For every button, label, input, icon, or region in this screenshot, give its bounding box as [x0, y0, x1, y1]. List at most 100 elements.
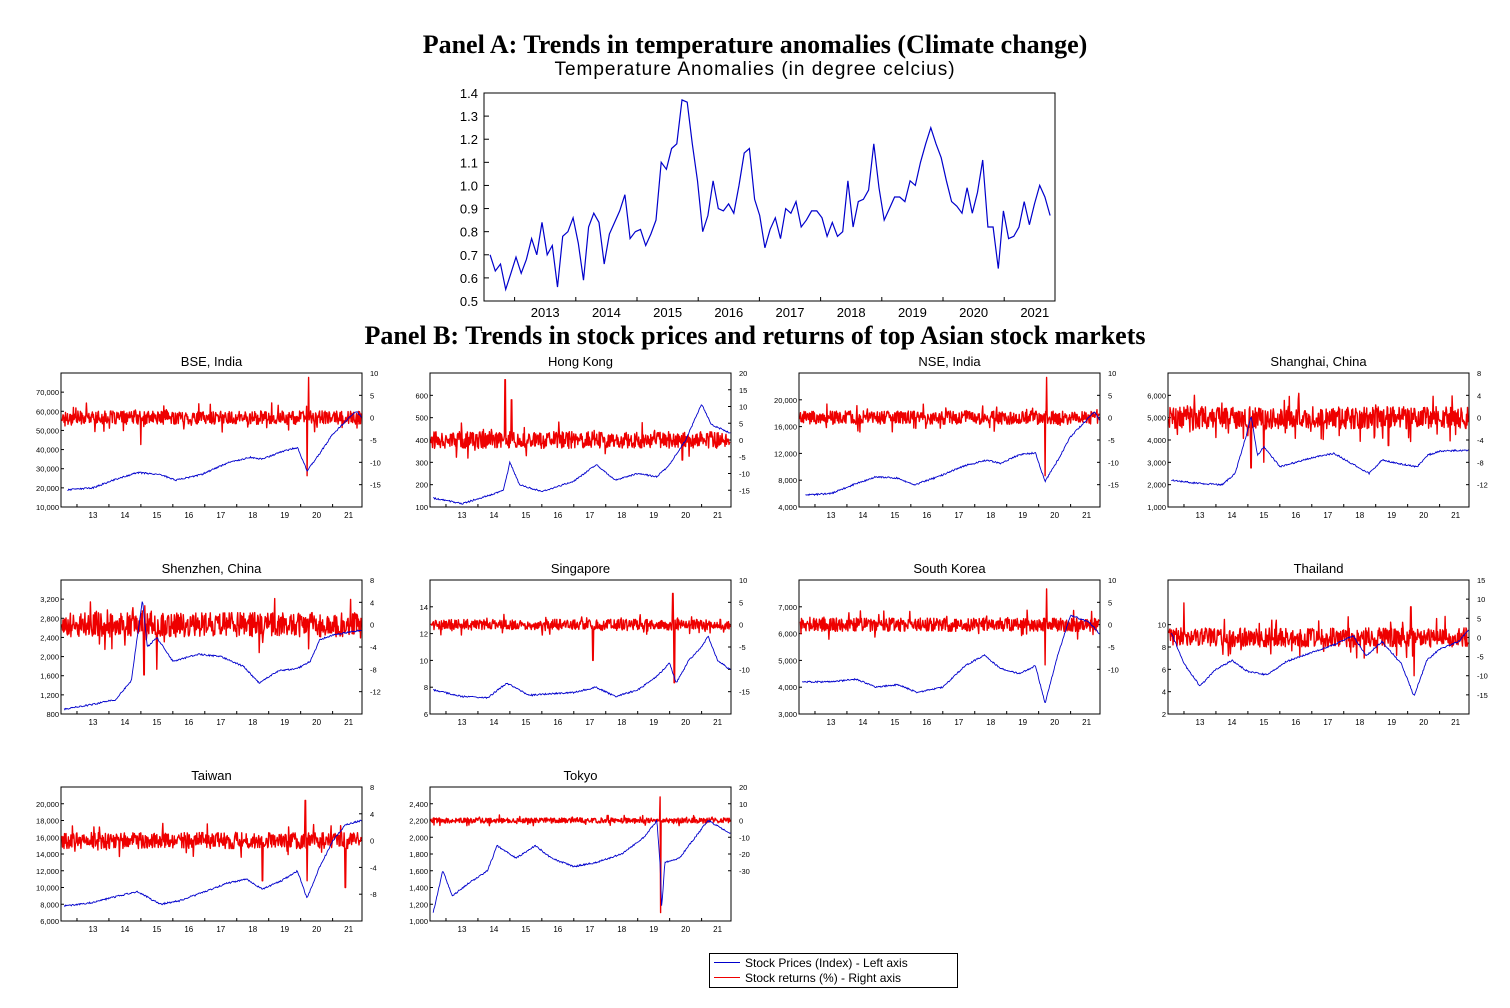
stock-chart-4-left-tick-label: 3,000 — [1147, 458, 1166, 467]
stock-chart-8-prices-line — [1170, 629, 1469, 696]
stock-chart-9-right-tick-label: -8 — [370, 890, 377, 899]
stock-chart-9-left-tick-label: 20,000 — [36, 800, 59, 809]
stock-chart-9-left-tick-label: 10,000 — [36, 884, 59, 893]
stock-chart-6-x-tick-label: 17 — [585, 718, 594, 727]
stock-chart-10-right-tick-label: 20 — [739, 783, 747, 792]
stock-chart-4-left-tick-label: 6,000 — [1147, 391, 1166, 400]
stock-chart-10-left-tick-label: 2,000 — [409, 833, 428, 842]
stock-chart-10-frame — [429, 786, 732, 922]
stock-chart-1-x-tick-label: 14 — [120, 511, 129, 520]
stock-chart-3-x-tick-label: 16 — [922, 511, 931, 520]
stock-chart-8-left-tick-label: 2 — [1162, 710, 1166, 719]
stock-chart-7-right-tick-label: 0 — [1108, 621, 1112, 630]
stock-chart-7-left-tick-label: 4,000 — [778, 683, 797, 692]
stock-chart-7-left-tick-label: 6,000 — [778, 630, 797, 639]
stock-chart-10-left-tick-label: 1,000 — [409, 917, 428, 926]
stock-chart-8-frame — [1167, 579, 1470, 715]
stock-chart-1-title: BSE, India — [181, 354, 243, 369]
legend-prices-swatch — [714, 962, 740, 963]
stock-chart-3-x-tick-label: 20 — [1050, 511, 1059, 520]
stock-chart-1-prices-line — [67, 411, 362, 492]
stock-chart-4-x-tick-label: 18 — [1355, 511, 1364, 520]
stock-chart-9-x-tick-label: 20 — [312, 925, 321, 934]
stock-chart-3: NSE, India 4,000 8,000 12,000 16,000 20,000 10… — [774, 354, 1119, 520]
stock-chart-6-prices-line — [433, 635, 731, 700]
stock-chart-3-title: NSE, India — [918, 354, 981, 369]
stock-chart-5-x-tick-label: 21 — [344, 718, 353, 727]
stock-chart-2-left-tick-label: 500 — [415, 414, 428, 423]
stock-chart-9: Taiwan 6,000 8,000 10,000 12,000 14,000 16,000… — [36, 768, 377, 934]
stock-chart-3-x-tick-label: 14 — [858, 511, 867, 520]
stock-chart-5-prices-line — [63, 601, 362, 711]
stock-chart-1-left-tick-label: 10,000 — [36, 503, 59, 512]
stock-chart-4-x-tick-label: 13 — [1196, 511, 1205, 520]
stock-chart-8-x-tick-label: 14 — [1227, 718, 1236, 727]
stock-chart-8-x-tick-label: 15 — [1259, 718, 1268, 727]
stock-chart-9-left-tick-label: 6,000 — [40, 917, 59, 926]
stock-chart-2-right-tick-label: -15 — [739, 486, 750, 495]
stock-chart-7-frame — [798, 579, 1101, 715]
stock-chart-2-left-tick-label: 600 — [415, 391, 428, 400]
stock-chart-4-x-tick-label: 14 — [1227, 511, 1236, 520]
stock-chart-2-right-tick-label: -5 — [739, 453, 746, 462]
stock-chart-10-x-tick-label: 15 — [521, 925, 530, 934]
legend-prices-label: Stock Prices (Index) - Left axis — [745, 955, 908, 970]
stock-chart-3-left-tick-label: 16,000 — [774, 423, 797, 432]
stock-chart-3-x-tick-label: 15 — [890, 511, 899, 520]
stock-chart-2-right-tick-label: -10 — [739, 470, 750, 479]
temperature-y-tick-label: 0.7 — [460, 248, 478, 263]
stock-chart-6-left-tick-label: 8 — [424, 683, 428, 692]
stock-chart-6-x-tick-label: 18 — [617, 718, 626, 727]
stock-chart-8-x-tick-label: 18 — [1355, 718, 1364, 727]
stock-chart-1-right-tick-label: -15 — [370, 481, 381, 490]
stock-chart-5-left-tick-label: 2,400 — [40, 633, 59, 642]
stock-chart-10-left-tick-label: 1,200 — [409, 900, 428, 909]
stock-chart-6-left-tick-label: 10 — [420, 656, 428, 665]
stock-chart-10-title: Tokyo — [564, 768, 598, 783]
stock-chart-3-left-tick-label: 8,000 — [778, 476, 797, 485]
stock-chart-9-right-tick-label: 0 — [370, 837, 374, 846]
stock-chart-5-left-tick-label: 1,200 — [40, 691, 59, 700]
stock-chart-1-left-tick-label: 30,000 — [36, 465, 59, 474]
stock-chart-1-right-tick-label: 0 — [370, 414, 374, 423]
stock-chart-4-left-tick-label: 5,000 — [1147, 414, 1166, 423]
stock-chart-9-left-tick-label: 18,000 — [36, 817, 59, 826]
stock-chart-6-left-tick-label: 14 — [420, 603, 428, 612]
stock-chart-2-x-tick-label: 20 — [681, 511, 690, 520]
stock-charts-grid: BSE, India 10,000 20,000 30,000 40,000 50,000… — [36, 354, 1488, 934]
stock-chart-7-right-tick-label: -5 — [1108, 643, 1115, 652]
stock-chart-2-left-tick-label: 400 — [415, 436, 428, 445]
stock-chart-8-right-tick-label: 15 — [1477, 576, 1485, 585]
stock-chart-9-frame — [60, 786, 363, 922]
stock-chart-4-x-tick-label: 15 — [1259, 511, 1268, 520]
stock-chart-9-returns-line — [61, 799, 362, 889]
stock-chart-6-right-tick-label: -5 — [739, 643, 746, 652]
stock-chart-1-right-tick-label: 5 — [370, 391, 374, 400]
stock-chart-2-x-tick-label: 16 — [553, 511, 562, 520]
temperature-y-tick-label: 0.9 — [460, 202, 478, 217]
stock-chart-4-title: Shanghai, China — [1270, 354, 1367, 369]
stock-chart-4-right-tick-label: 4 — [1477, 391, 1481, 400]
stock-chart-5-right-tick-label: 8 — [370, 576, 374, 585]
stock-chart-4-right-tick-label: -4 — [1477, 436, 1484, 445]
stock-chart-6-left-tick-label: 12 — [420, 630, 428, 639]
stock-chart-10-right-tick-label: 0 — [739, 817, 743, 826]
temperature-x-tick-label: 2021 — [1020, 305, 1049, 320]
stock-chart-5-x-tick-label: 15 — [152, 718, 161, 727]
stock-chart-2-x-tick-label: 19 — [649, 511, 658, 520]
stock-chart-1-x-tick-label: 13 — [89, 511, 98, 520]
stock-chart-2-x-tick-label: 17 — [585, 511, 594, 520]
stock-chart-9-right-tick-label: -4 — [370, 863, 377, 872]
stock-chart-6-right-tick-label: 0 — [739, 621, 743, 630]
stock-chart-10-returns-line — [430, 796, 731, 914]
stock-chart-8-title: Thailand — [1294, 561, 1344, 576]
stock-chart-9-title: Taiwan — [191, 768, 231, 783]
stock-chart-9-x-tick-label: 17 — [216, 925, 225, 934]
stock-chart-4-left-tick-label: 1,000 — [1147, 503, 1166, 512]
stock-chart-3-right-tick-label: 10 — [1108, 369, 1116, 378]
stock-chart-1-frame — [60, 372, 363, 508]
stock-chart-2-right-tick-label: 10 — [739, 403, 747, 412]
temperature-x-tick-label: 2020 — [959, 305, 988, 320]
stock-chart-10-left-tick-label: 2,400 — [409, 800, 428, 809]
legend: Stock Prices (Index) - Left axis Stock r… — [709, 953, 958, 988]
